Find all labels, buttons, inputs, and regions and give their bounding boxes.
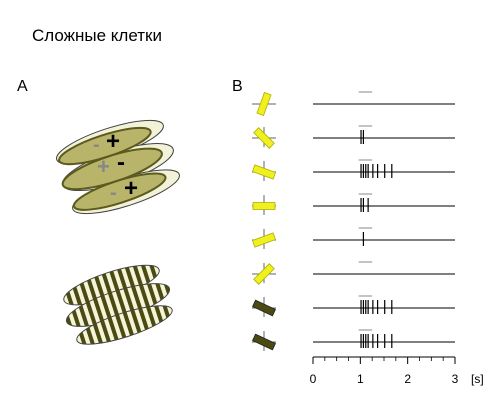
- raster-plot: [251, 91, 455, 351]
- stimulus-bar-icon: [252, 333, 276, 351]
- sign-middle-left: +: [97, 154, 110, 179]
- time-axis: [312, 356, 456, 364]
- striped-field-group: [63, 264, 173, 345]
- sign-top-right: +: [106, 128, 120, 155]
- stimulus-bar-icon: [251, 232, 277, 248]
- stimulus-bar-icon: [252, 299, 276, 317]
- x-tick-label: 0: [310, 372, 317, 386]
- stimulus-bar-icon: [253, 127, 275, 149]
- sign-bottom-left: -: [110, 182, 117, 204]
- x-axis-unit: [s]: [471, 372, 484, 386]
- striped-field-bottom: [76, 305, 173, 345]
- stimulus-bar-icon: [256, 91, 272, 117]
- panel-label-b: B: [232, 78, 243, 95]
- x-tick-label: 3: [452, 372, 459, 386]
- field-bottom: [72, 172, 167, 211]
- sign-bottom-right: +: [124, 175, 138, 202]
- stimulus-bar-icon: [253, 263, 275, 285]
- sign-middle-right: -: [117, 149, 125, 176]
- sign-top-left: -: [93, 134, 100, 156]
- receptive-field-group: [56, 119, 180, 215]
- figure-title: Сложные клетки: [32, 26, 162, 45]
- panel-label-a: A: [17, 78, 28, 95]
- stimulus-bar-icon: [251, 164, 277, 180]
- x-tick-label: 2: [404, 372, 411, 386]
- x-tick-label: 1: [357, 372, 364, 386]
- stimulus-bar-icon: [252, 202, 276, 210]
